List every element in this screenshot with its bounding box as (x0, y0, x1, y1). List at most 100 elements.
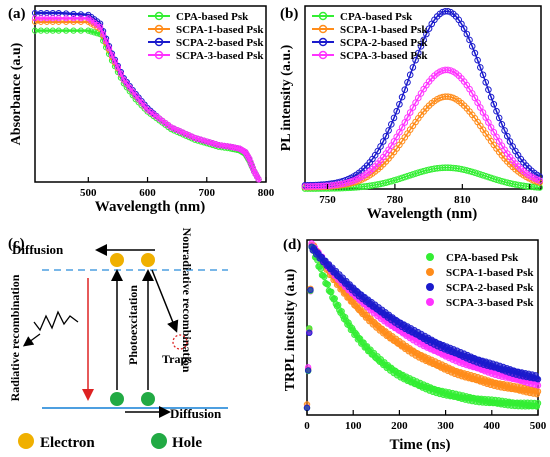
trpl-point (321, 273, 328, 281)
absorbance-point (215, 141, 222, 149)
pl-point (482, 78, 490, 86)
hole-2 (141, 392, 155, 406)
panel-b-legend-marker (318, 11, 328, 21)
trpl-point (303, 404, 311, 412)
panel-a-xtick-label: 800 (258, 187, 275, 199)
photoexcitation-label: Photoexcitation (126, 285, 140, 365)
pl-point (423, 30, 430, 38)
electron-legend-label: Electron (40, 435, 95, 451)
absorbance-point (111, 58, 119, 65)
trpl-point (324, 281, 331, 288)
absorbance-point (218, 142, 225, 149)
absorbance-point (249, 165, 257, 172)
panel-a-legend-entry: CPA-based Psk (176, 11, 249, 23)
panel-a-xtick-label: 600 (139, 187, 156, 199)
absorbance-point (77, 15, 85, 22)
pl-point (396, 100, 403, 108)
panel-b-legend-entry: SCPA-3-based Psk (340, 50, 428, 62)
absorbance-point (43, 15, 50, 22)
panel-a-xtick-label: 500 (80, 187, 97, 199)
panel-b-legend-entry: SCPA-1-based Psk (340, 24, 428, 36)
pl-point (477, 64, 484, 71)
pl-point (479, 109, 487, 116)
pl-point (485, 119, 492, 126)
panel-b-xtick-label: 810 (454, 194, 471, 206)
pl-point (474, 56, 481, 64)
pl-point (490, 100, 498, 108)
absorbance-point (49, 27, 56, 34)
pl-point (390, 114, 398, 122)
panel-a-legend-entry: SCPA-3-based Psk (176, 50, 264, 62)
pl-point (474, 99, 481, 106)
absorbance-point (55, 27, 62, 34)
pl-point (503, 132, 511, 140)
panel-a-label: (a) (8, 6, 26, 22)
pl-point (412, 56, 419, 64)
pl-point (412, 99, 419, 106)
panel-a-legend-entry: SCPA-2-based Psk (176, 37, 264, 49)
absorbance-point (123, 80, 130, 87)
absorbance-point (177, 128, 184, 135)
absorbance-point (88, 28, 95, 35)
absorbance-point (138, 99, 145, 106)
trpl-point (534, 399, 542, 407)
absorbance-point (188, 133, 196, 140)
absorbance-point (31, 27, 39, 34)
pl-point (468, 43, 476, 50)
absorbance-point (182, 130, 190, 138)
panel-a-ylabel: Absorbance (a.u) (9, 42, 24, 145)
absorbance-point (97, 24, 104, 31)
pl-point (463, 30, 471, 38)
panel-d-xtick-label: 0 (304, 420, 310, 432)
panel-a-legend-marker (154, 24, 164, 34)
pl-point (471, 49, 479, 57)
pl-point (466, 36, 473, 44)
panel-b-frame (304, 5, 542, 190)
absorbance-point (37, 15, 45, 22)
absorbance-point (114, 64, 122, 71)
absorbance-point (246, 156, 253, 163)
trpl-point (534, 388, 542, 395)
absorbance-point (126, 84, 133, 91)
absorbance-point (209, 140, 216, 147)
pl-point (382, 132, 390, 140)
panel-b-xtick-label: 840 (522, 194, 539, 206)
absorbance-point (31, 15, 39, 22)
panel-b-legend-marker (318, 24, 328, 34)
trpl-point (307, 286, 314, 294)
pl-point (482, 114, 490, 121)
panel-d-legend-marker (426, 283, 434, 291)
pl-point (536, 184, 543, 191)
absorbance-point (77, 11, 85, 18)
hole-legend-label: Hole (172, 435, 202, 451)
absorbance-point (141, 103, 148, 110)
panel-d-legend: CPA-based Psk SCPA-1-based Psk SCPA-2-base… (426, 252, 534, 309)
absorbance-point (100, 31, 107, 38)
hole-1 (110, 392, 124, 406)
pl-point (493, 107, 500, 115)
panel-d-legend-marker (426, 253, 434, 261)
pl-point (479, 71, 487, 79)
panel-d-ylabel: TRPL intensity (a.u) (283, 268, 298, 391)
absorbance-point (70, 27, 77, 34)
panel-b-legend-marker (318, 50, 328, 60)
pl-point (425, 25, 433, 32)
absorbance-point (135, 96, 142, 103)
pl-point (398, 124, 406, 131)
pl-point (420, 36, 427, 44)
absorbance-point (194, 135, 201, 142)
trpl-point (317, 265, 325, 273)
absorbance-point (62, 15, 70, 22)
pl-point (536, 177, 543, 184)
electron-legend-icon (18, 433, 34, 449)
electron-1 (110, 253, 124, 267)
absorbance-point (62, 27, 70, 34)
diffusion-bottom-label: Diffusion (170, 406, 222, 421)
panel-d-label: (d) (283, 237, 301, 253)
absorbance-point (85, 27, 92, 34)
trpl-point (331, 295, 338, 302)
absorbance-point (212, 141, 219, 148)
pl-point (404, 114, 411, 121)
panel-d-legend-entry: SCPA-2-based Psk (446, 282, 534, 294)
